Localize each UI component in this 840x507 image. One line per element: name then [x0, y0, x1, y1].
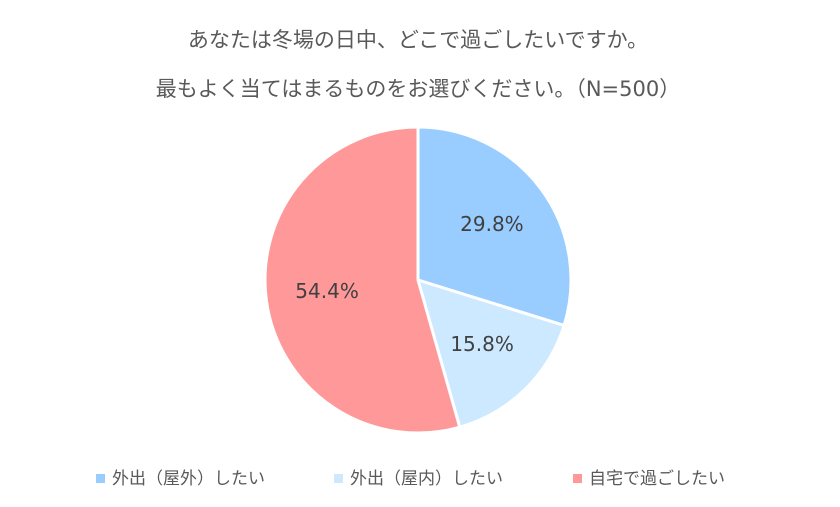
legend-label: 自宅で過ごしたい: [589, 469, 725, 489]
pie-slice: [416, 125, 573, 328]
legend-swatch: [96, 474, 105, 483]
legend-swatch: [573, 474, 582, 483]
pie-slice: [263, 125, 462, 435]
data-label: 15.8%: [450, 332, 514, 356]
chart-subtitle: 最もよく当てはまるものをお選びください。（N=500）: [156, 77, 680, 101]
chart-title: あなたは冬場の日中、どこで過ごしたいですか。: [188, 28, 648, 52]
legend-label: 外出（屋内）したい: [350, 469, 503, 489]
legend-swatch: [334, 474, 343, 483]
data-label: 54.4%: [295, 279, 359, 303]
legend-label: 外出（屋外）したい: [112, 469, 265, 489]
data-label: 29.8%: [460, 212, 524, 236]
pie-slice: [415, 277, 566, 430]
